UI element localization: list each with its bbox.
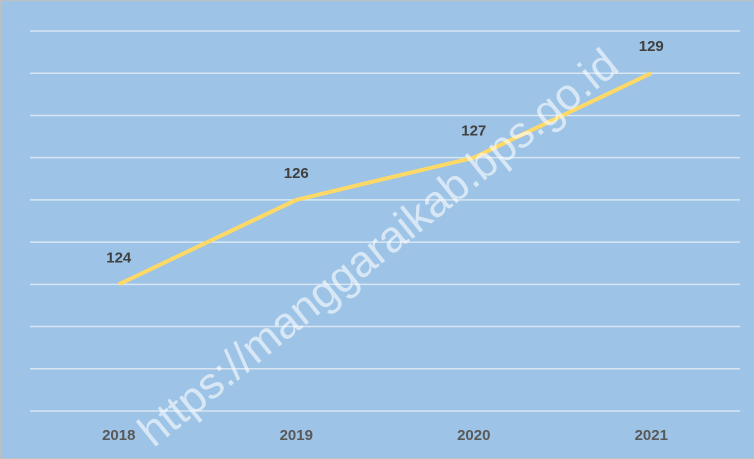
data-label: 127 <box>461 123 486 140</box>
marks: 124 126 127 129 <box>106 38 664 287</box>
x-tick-label: 2019 <box>280 427 313 444</box>
data-label: 124 <box>106 249 132 266</box>
data-label: 126 <box>284 165 309 182</box>
x-tick-label: 2021 <box>635 427 668 444</box>
grid <box>30 30 740 412</box>
x-tick-label: 2020 <box>457 427 490 444</box>
data-label: 129 <box>639 38 664 55</box>
data-line <box>117 71 653 287</box>
x-tick-label: 2018 <box>102 427 135 444</box>
